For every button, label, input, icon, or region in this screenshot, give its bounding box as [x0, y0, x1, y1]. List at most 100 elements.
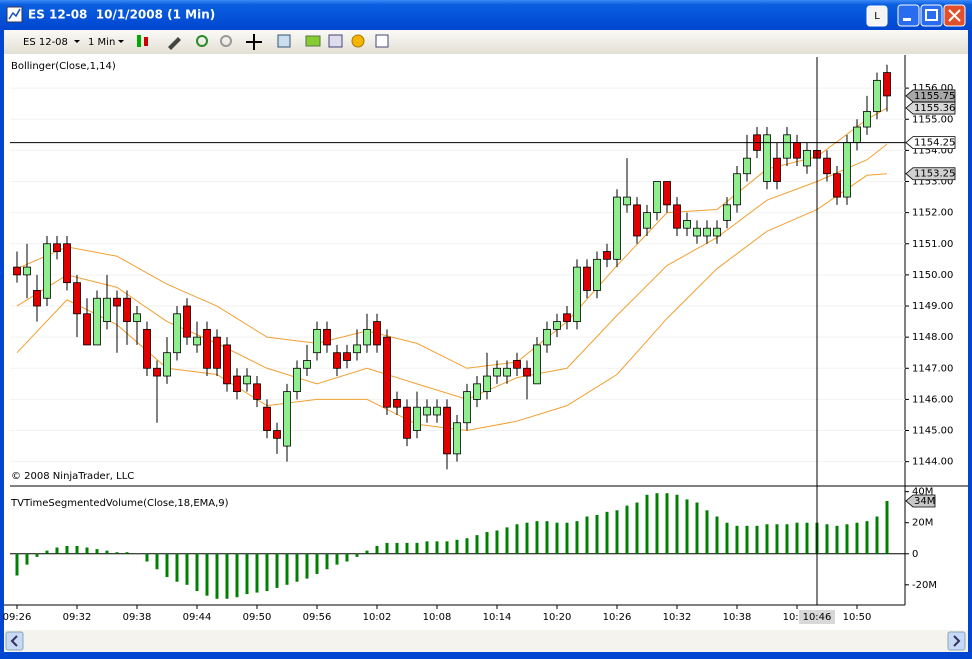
volume-bar — [105, 550, 109, 554]
candle-body — [383, 336, 391, 408]
candle-body — [433, 406, 441, 416]
instrument-selector[interactable]: ES 12-08 — [23, 37, 68, 48]
x-tick-label: 10:02 — [363, 612, 392, 623]
candle-body — [773, 157, 781, 182]
volume-bar — [485, 532, 489, 554]
volume-bar — [735, 525, 739, 554]
volume-bar — [785, 524, 789, 554]
candle-body — [873, 79, 881, 112]
volume-bar — [35, 553, 39, 557]
price-marker-label: 1154.25 — [914, 138, 955, 149]
volume-bar — [265, 553, 269, 592]
volume-bar — [825, 524, 829, 554]
candle-body — [413, 406, 421, 431]
strategy-icon[interactable] — [305, 35, 321, 47]
candle-body — [83, 313, 91, 346]
y-tick-label: 1146.00 — [912, 394, 953, 405]
candle-body — [863, 111, 871, 128]
volume-bar — [865, 521, 869, 554]
minimize-glyph — [903, 18, 911, 21]
indicator-label: Bollinger(Close,1,14) — [11, 61, 116, 72]
x-tick-label: 09:32 — [63, 612, 92, 623]
volume-bar — [305, 553, 309, 579]
x-tick-label: 10:26 — [603, 612, 632, 623]
volume-bar — [535, 521, 539, 554]
volume-bar — [95, 549, 99, 554]
candle-body — [483, 375, 491, 393]
volume-bar — [205, 553, 209, 596]
candle-body — [443, 406, 451, 455]
candle-body — [493, 367, 501, 377]
candle-body — [563, 313, 571, 322]
candle-body — [553, 321, 561, 330]
volume-bar — [415, 542, 419, 554]
volume-bar — [725, 522, 729, 554]
volume-bar — [695, 502, 699, 554]
candle-body — [13, 266, 21, 276]
draw-tool-icon[interactable] — [168, 37, 181, 50]
candle-body — [123, 297, 131, 322]
candle-body — [543, 328, 551, 346]
candle-body — [623, 196, 631, 206]
candle-body — [183, 305, 191, 338]
candle-body — [33, 290, 41, 307]
volume-bar — [345, 553, 349, 562]
scroll-left[interactable] — [5, 631, 24, 651]
candle-body — [833, 173, 841, 198]
y-tick-label: 1145.00 — [912, 426, 953, 437]
candle-body — [193, 336, 201, 346]
volume-bar — [835, 525, 839, 554]
maximize-button[interactable] — [920, 4, 943, 27]
candle-body — [223, 344, 231, 385]
candle-body — [103, 297, 111, 322]
dropdown-arrow — [74, 40, 80, 43]
y-tick-label: 40M — [912, 487, 933, 498]
volume-bar — [75, 546, 79, 554]
volume-bar — [155, 553, 159, 570]
interval-selector[interactable]: 1 Min — [88, 37, 115, 48]
volume-bar — [25, 553, 29, 565]
volume-bar — [555, 522, 559, 554]
minimize-button[interactable] — [897, 4, 920, 27]
volume-bar — [365, 550, 369, 554]
y-tick-label: 1154.00 — [912, 145, 953, 156]
data-box-icon[interactable] — [375, 34, 389, 48]
candle-body — [423, 406, 431, 416]
link-button[interactable] — [866, 5, 888, 27]
volume-bar — [335, 553, 339, 565]
volume-bar — [845, 524, 849, 554]
x-tick-label: 09:44 — [183, 612, 212, 623]
scrollbar[interactable] — [4, 630, 968, 652]
volume-bar — [175, 553, 179, 582]
chart-style-icon[interactable] — [137, 35, 141, 47]
volume-bar — [665, 493, 669, 554]
candle-body — [613, 196, 621, 260]
x-tick-label: 10:38 — [723, 612, 752, 623]
candle-body — [253, 383, 261, 400]
candle-body — [803, 149, 811, 167]
volume-bar — [795, 522, 799, 554]
volume-marker-label: 34M — [914, 496, 935, 507]
scroll-left-glyph — [10, 635, 18, 647]
volume-bar — [595, 514, 599, 554]
indicator-icon[interactable] — [328, 34, 343, 48]
candle-body — [503, 367, 511, 377]
candle-body — [133, 313, 141, 322]
y-tick-label: -20M — [912, 580, 937, 591]
candle-body — [673, 204, 681, 229]
zoom-out-icon[interactable] — [220, 35, 232, 47]
candle-body — [143, 328, 151, 369]
volume-bar — [585, 516, 589, 554]
candle-body — [723, 204, 731, 221]
money-icon[interactable] — [351, 34, 365, 48]
properties-icon[interactable] — [277, 34, 291, 48]
title-bar — [0, 0, 972, 30]
candle-body — [213, 336, 221, 369]
crosshair-icon[interactable] — [246, 34, 262, 50]
volume-bar — [685, 499, 689, 554]
zoom-in-icon[interactable] — [196, 35, 208, 47]
scroll-right[interactable] — [947, 631, 966, 651]
candle-body — [283, 391, 291, 447]
dropdown-arrow — [118, 40, 124, 43]
y-tick-label: 1155.00 — [912, 114, 953, 125]
